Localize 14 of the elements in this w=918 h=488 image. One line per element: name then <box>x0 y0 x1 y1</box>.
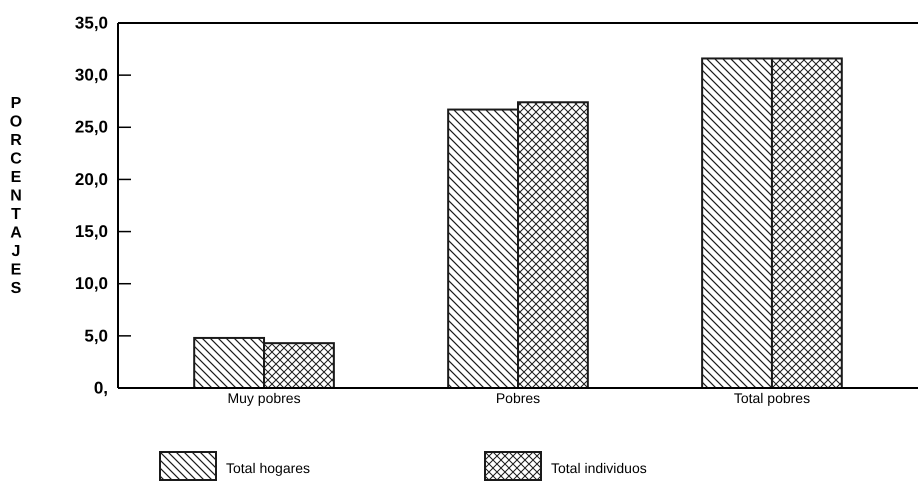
y-tick-label: 35,0 <box>74 13 108 32</box>
legend-label: Total hogares <box>226 460 310 476</box>
text: PORCENTAJES <box>10 95 22 297</box>
x-tick-label: Pobres <box>496 390 540 406</box>
y-tick-label: 0, <box>94 378 108 398</box>
legend-label: Total individuos <box>551 460 647 476</box>
x-tick-label: Muy pobres <box>227 390 301 406</box>
y-tick-label: 20,0 <box>74 170 108 189</box>
y-tick-label: 30,0 <box>74 66 108 85</box>
y-tick-label: 10,0 <box>74 274 108 294</box>
y-tick-label: 15,0 <box>74 222 108 242</box>
y-tick-label: 25,0 <box>74 118 108 137</box>
x-tick-label: Total pobres <box>734 390 810 406</box>
y-tick-label: 5,0 <box>84 326 108 346</box>
